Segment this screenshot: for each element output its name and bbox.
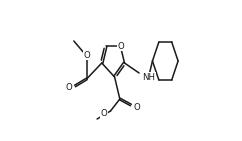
Text: O: O bbox=[66, 83, 73, 92]
Text: NH: NH bbox=[143, 72, 156, 81]
Text: O: O bbox=[101, 110, 108, 118]
Text: O: O bbox=[83, 51, 90, 60]
Text: O: O bbox=[134, 103, 141, 112]
Text: O: O bbox=[117, 42, 124, 51]
